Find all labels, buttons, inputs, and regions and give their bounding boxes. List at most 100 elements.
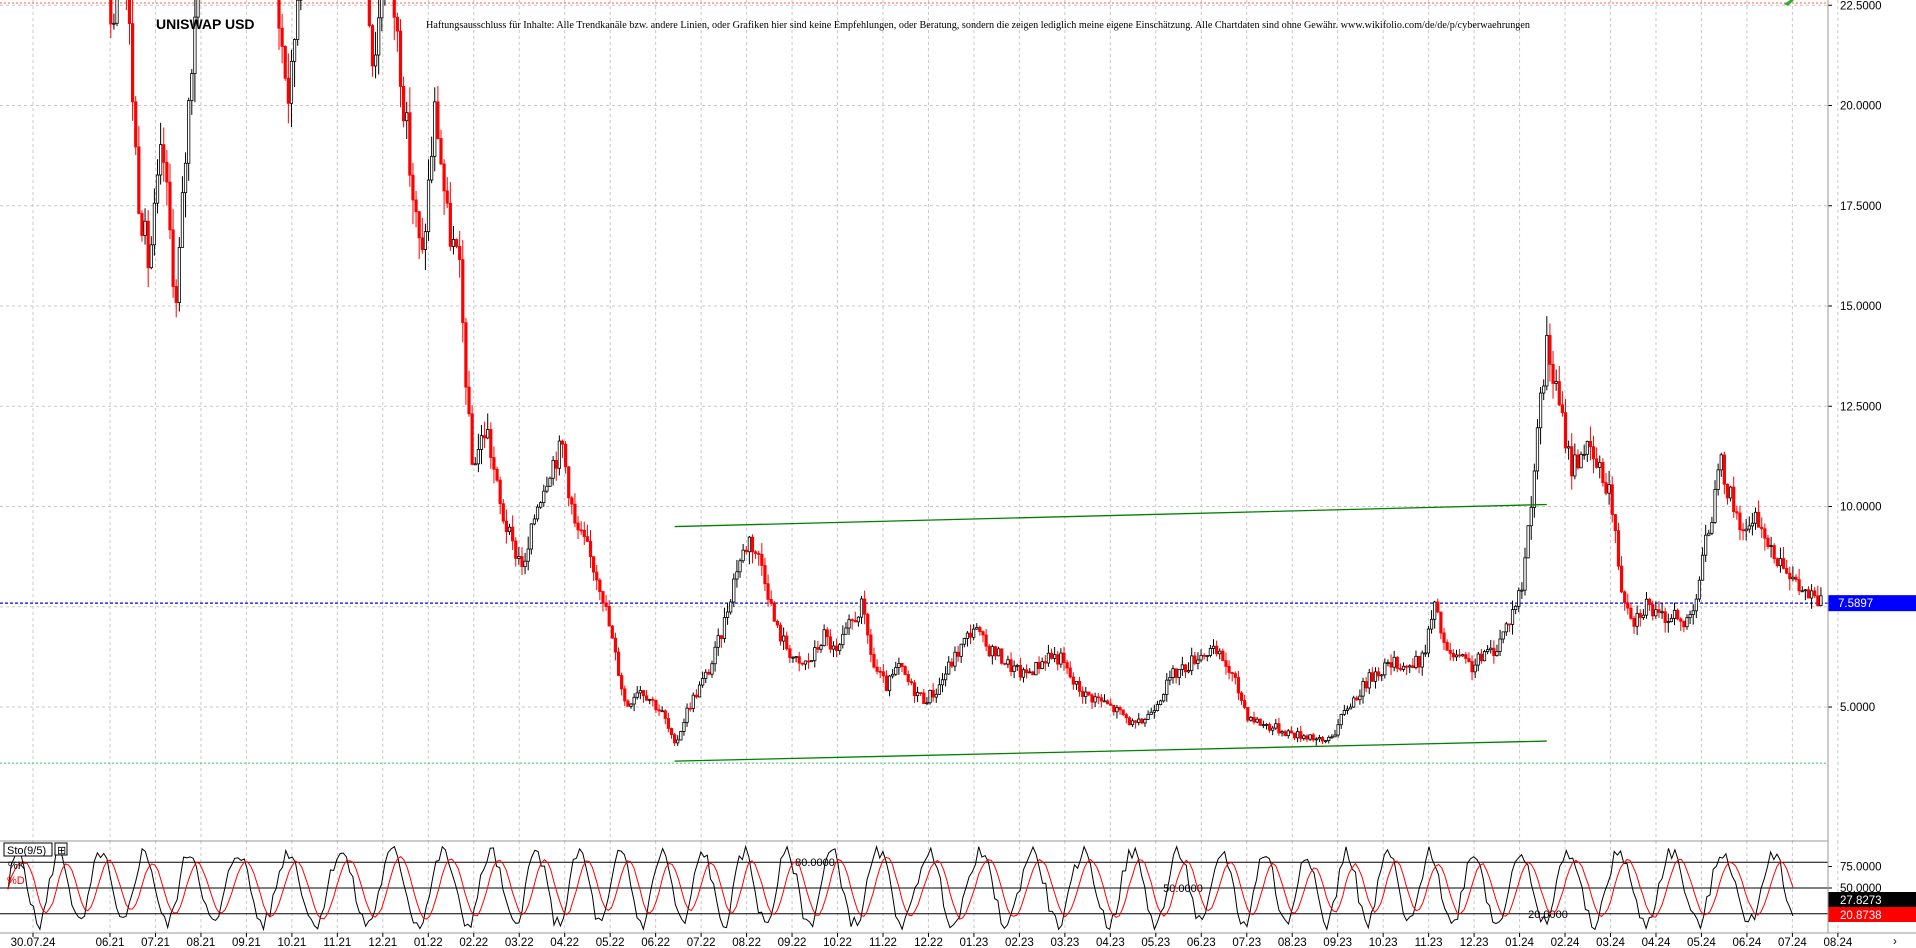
candle-body xyxy=(632,696,636,705)
candle-body xyxy=(1205,655,1209,657)
candle-body xyxy=(1429,618,1434,630)
candle-body xyxy=(1598,462,1602,468)
candle-body xyxy=(557,440,561,469)
candle-body xyxy=(377,17,381,56)
candle-body xyxy=(1588,441,1593,448)
candle-body xyxy=(1258,718,1262,726)
candle-body xyxy=(947,661,951,675)
candle-body xyxy=(965,632,970,639)
candle-body xyxy=(1750,522,1754,527)
candle-body xyxy=(1489,647,1493,651)
candle-body xyxy=(1797,579,1801,592)
candle-body xyxy=(1713,489,1717,523)
candle-body xyxy=(747,536,751,553)
candle-body xyxy=(956,651,960,657)
candle-body xyxy=(987,645,991,657)
candle-body xyxy=(479,435,484,450)
candle-body xyxy=(660,710,664,713)
candle-body xyxy=(1040,661,1044,669)
scroll-right-icon[interactable]: › xyxy=(1893,936,1897,948)
price-tick-label: 22.5000 xyxy=(1840,0,1882,12)
candle-body xyxy=(1071,676,1075,685)
candle-body xyxy=(1342,710,1346,715)
candle-body xyxy=(1800,590,1804,593)
candle-body xyxy=(1102,700,1107,703)
candle-body xyxy=(112,22,116,25)
candle-body xyxy=(542,490,546,504)
expand-panel-button[interactable] xyxy=(54,842,68,856)
candle-body xyxy=(1445,642,1449,651)
candle-body xyxy=(1760,526,1764,530)
candlesticks xyxy=(109,0,1823,746)
candle-body xyxy=(1105,700,1110,705)
plus-icon[interactable]: ⊞ xyxy=(57,845,66,857)
candle-body xyxy=(289,60,294,104)
candle-body xyxy=(1333,734,1337,738)
candle-body xyxy=(1292,732,1297,739)
time-tick-label: 08.22 xyxy=(732,937,761,948)
stochastic-k-line xyxy=(7,844,1794,932)
candle-body xyxy=(1567,446,1571,449)
price-tick-label: 5.0000 xyxy=(1840,702,1875,714)
candle-body xyxy=(1336,724,1340,736)
candle-body xyxy=(539,502,543,508)
candle-body xyxy=(127,0,132,24)
time-tick-label: 11.22 xyxy=(869,937,897,948)
candle-body xyxy=(1573,454,1577,477)
candle-body xyxy=(1629,607,1633,619)
candle-body xyxy=(489,429,493,458)
candle-body xyxy=(1352,697,1356,708)
candle-body xyxy=(1364,681,1368,689)
candle-body xyxy=(912,682,917,697)
candle-body xyxy=(620,675,624,690)
candle-body xyxy=(507,526,512,533)
current-price-badge: 7.5897 xyxy=(1828,595,1916,612)
candle-body xyxy=(875,666,879,672)
time-tick-label: 10.21 xyxy=(277,937,306,948)
candle-body xyxy=(1296,731,1300,739)
time-tick-label: 03.24 xyxy=(1596,937,1625,948)
candle-body xyxy=(1087,691,1091,696)
candle-body xyxy=(1535,427,1540,472)
trend-channel-line xyxy=(674,503,1547,528)
candle-body xyxy=(810,660,814,663)
candle-body xyxy=(962,638,966,645)
candle-body xyxy=(280,27,284,47)
candle-body xyxy=(433,101,437,157)
candle-body xyxy=(828,636,832,650)
time-tick-label: 11.23 xyxy=(1415,937,1443,948)
candle-body xyxy=(467,386,471,415)
candle-body xyxy=(981,631,985,636)
candle-body xyxy=(1392,656,1396,668)
candle-body xyxy=(1719,454,1723,471)
stochastic-k-value: 27.8273 xyxy=(1840,895,1882,907)
candle-body xyxy=(754,551,758,554)
candle-body xyxy=(1149,711,1153,715)
candle-body xyxy=(277,0,281,29)
candle-body xyxy=(1448,649,1452,654)
stochastic-d-legend: %D xyxy=(7,875,25,887)
candle-body xyxy=(1672,609,1677,619)
candle-body xyxy=(1398,668,1403,670)
candle-body xyxy=(545,485,549,492)
candle-body xyxy=(1585,441,1589,455)
time-tick-label: 05.22 xyxy=(596,937,625,948)
candle-body xyxy=(1610,484,1614,515)
corner-marker-icon xyxy=(1784,0,1794,6)
candle-body xyxy=(1772,545,1776,560)
candle-body xyxy=(155,174,160,204)
candle-body xyxy=(1548,335,1552,365)
candle-body xyxy=(1414,655,1418,669)
time-tick-label: 03.23 xyxy=(1050,937,1079,948)
candle-body xyxy=(741,549,745,562)
candle-body xyxy=(760,553,764,566)
candle-body xyxy=(579,529,583,532)
stochastic-k-legend: %K xyxy=(8,860,26,872)
candle-body xyxy=(725,611,730,618)
candle-body xyxy=(1741,529,1745,532)
time-tick-label: 05.24 xyxy=(1687,937,1716,948)
candle-body xyxy=(1090,694,1094,703)
candle-body xyxy=(610,625,614,639)
candle-body xyxy=(1601,462,1605,484)
candle-body xyxy=(1763,528,1767,539)
